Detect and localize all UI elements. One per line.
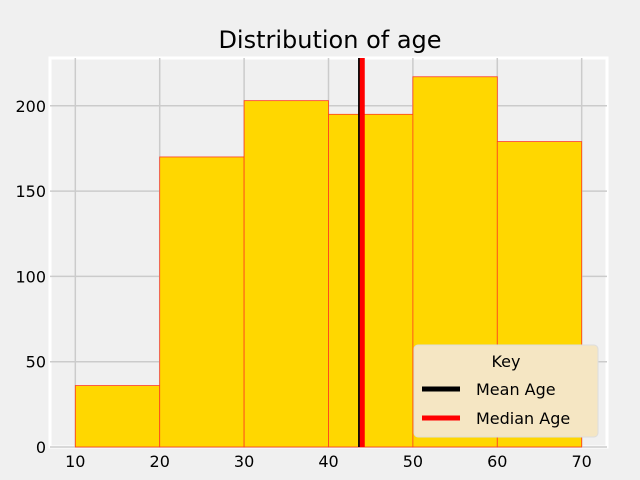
histogram-bar-30-40 [243, 100, 329, 448]
histogram-bar-40-50 [328, 113, 414, 448]
x-tick-label-60: 60 [487, 452, 507, 471]
y-tick-label-200: 200 [15, 97, 46, 116]
x-tick-label-50: 50 [403, 452, 423, 471]
legend-label-mean-age: Mean Age [476, 380, 556, 399]
reference-lines [358, 58, 365, 447]
chart-title: Distribution of age [218, 26, 441, 54]
legend: Key Mean Age Median Age [413, 344, 599, 438]
x-tick-label-10: 10 [65, 452, 85, 471]
x-tick-label-20: 20 [150, 452, 170, 471]
x-tick-label-70: 70 [572, 452, 592, 471]
histogram-bar-20-30 [159, 156, 245, 448]
y-tick-label-150: 150 [15, 182, 46, 201]
y-tick-label-50: 50 [26, 353, 46, 372]
x-axis-label: Age [309, 478, 352, 480]
legend-box [413, 344, 599, 438]
histogram-bar-10-20 [74, 385, 161, 448]
legend-label-median-age: Median Age [476, 409, 570, 428]
axis-ticks: 10 20 30 40 50 60 70 0 50 100 150 200 [15, 97, 591, 471]
legend-title: Key [491, 352, 520, 371]
y-tick-label-100: 100 [15, 267, 46, 286]
x-tick-label-40: 40 [318, 452, 338, 471]
x-tick-label-30: 30 [234, 452, 254, 471]
y-tick-label-0: 0 [36, 438, 46, 457]
